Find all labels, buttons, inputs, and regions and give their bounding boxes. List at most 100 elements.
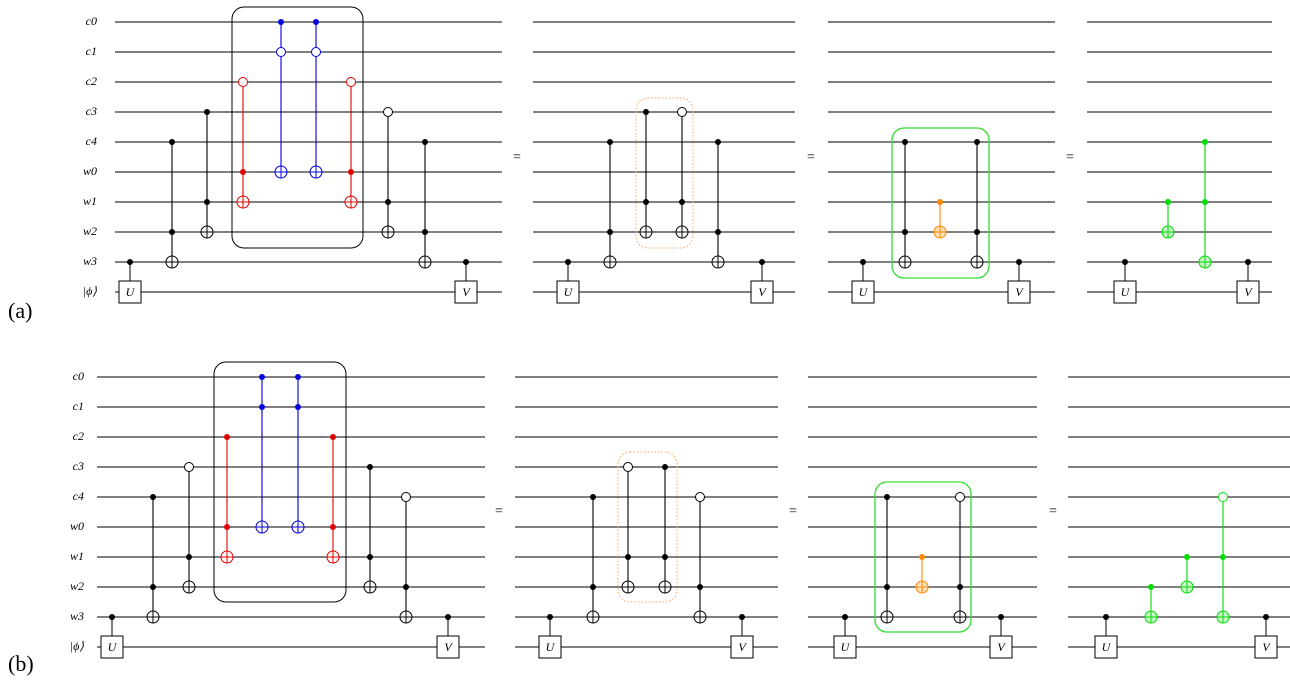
group-box bbox=[874, 481, 972, 633]
control-dot bbox=[278, 19, 284, 25]
control-dot bbox=[1016, 259, 1022, 265]
gate-box bbox=[100, 635, 124, 659]
control-dot bbox=[169, 139, 175, 145]
control-dot bbox=[1184, 554, 1190, 560]
wire-label: c3 bbox=[73, 459, 84, 473]
gate-label: V bbox=[462, 285, 471, 299]
gate-label: V bbox=[1244, 285, 1253, 299]
control-dot bbox=[445, 614, 451, 620]
control-dot bbox=[625, 554, 631, 560]
control-dot bbox=[367, 464, 373, 470]
control-dot bbox=[607, 139, 613, 145]
control-dot bbox=[204, 199, 210, 205]
wire-label: |ϕ⟩ bbox=[83, 284, 98, 298]
control-dot bbox=[1263, 614, 1269, 620]
open-control bbox=[238, 77, 248, 87]
gate-label: U bbox=[859, 285, 869, 299]
equals-sign: = bbox=[789, 504, 797, 519]
gate-box bbox=[730, 635, 754, 659]
control-dot bbox=[662, 464, 668, 470]
control-dot bbox=[109, 614, 115, 620]
open-control bbox=[623, 462, 633, 472]
wire-label: |ϕ⟩ bbox=[70, 639, 85, 653]
control-dot bbox=[313, 19, 319, 25]
control-dot bbox=[1103, 614, 1109, 620]
gate-box bbox=[1254, 635, 1278, 659]
control-dot bbox=[902, 139, 908, 145]
control-dot bbox=[150, 494, 156, 500]
control-dot bbox=[204, 109, 210, 115]
open-control bbox=[1218, 492, 1228, 502]
wire-label: c0 bbox=[86, 14, 97, 28]
gate-box bbox=[1236, 280, 1260, 304]
wire-label: w2 bbox=[83, 224, 97, 238]
control-dot bbox=[937, 199, 943, 205]
control-dot bbox=[590, 584, 596, 590]
control-dot bbox=[385, 199, 391, 205]
equals-sign: = bbox=[807, 150, 815, 165]
gate-label: V bbox=[738, 640, 747, 654]
control-dot bbox=[679, 199, 685, 205]
equals-sign: = bbox=[495, 504, 503, 519]
control-dot bbox=[643, 109, 649, 115]
control-dot bbox=[295, 404, 301, 410]
panel-label: (b) bbox=[8, 651, 34, 676]
wire-label: c0 bbox=[73, 369, 84, 383]
group-box bbox=[213, 361, 347, 603]
gate-label: V bbox=[758, 285, 767, 299]
panel-label: (a) bbox=[8, 298, 32, 323]
wire-label: w1 bbox=[70, 549, 84, 563]
control-dot bbox=[884, 584, 890, 590]
open-control bbox=[677, 107, 687, 117]
gate-box bbox=[851, 280, 875, 304]
open-control bbox=[401, 492, 411, 502]
control-dot bbox=[565, 259, 571, 265]
control-dot bbox=[1148, 584, 1154, 590]
gate-box bbox=[1094, 635, 1118, 659]
control-dot bbox=[697, 584, 703, 590]
gate-label: U bbox=[546, 640, 556, 654]
control-dot bbox=[842, 614, 848, 620]
control-dot bbox=[919, 554, 925, 560]
equals-sign: = bbox=[1049, 504, 1057, 519]
open-control bbox=[184, 462, 194, 472]
gate-box bbox=[538, 635, 562, 659]
control-dot bbox=[463, 259, 469, 265]
control-dot bbox=[127, 259, 133, 265]
gate-box bbox=[989, 635, 1013, 659]
equals-sign: = bbox=[513, 150, 521, 165]
control-dot bbox=[367, 554, 373, 560]
equals-sign: = bbox=[1066, 150, 1074, 165]
gate-label: U bbox=[1102, 640, 1112, 654]
control-dot bbox=[150, 584, 156, 590]
wire-label: w3 bbox=[83, 254, 97, 268]
wire-label: c4 bbox=[86, 134, 97, 148]
group-box bbox=[891, 127, 990, 279]
wire-label: c4 bbox=[73, 489, 84, 503]
control-dot bbox=[974, 139, 980, 145]
wire-label: c1 bbox=[73, 399, 84, 413]
gate-label: U bbox=[564, 285, 574, 299]
control-dot bbox=[1202, 139, 1208, 145]
group-box bbox=[635, 97, 694, 249]
control-dot bbox=[547, 614, 553, 620]
control-dot bbox=[1122, 259, 1128, 265]
control-dot bbox=[739, 614, 745, 620]
control-dot bbox=[224, 434, 230, 440]
control-dot bbox=[169, 229, 175, 235]
control-dot bbox=[295, 374, 301, 380]
open-control bbox=[383, 107, 393, 117]
wire-label: w2 bbox=[70, 579, 84, 593]
gate-box bbox=[750, 280, 774, 304]
control-dot bbox=[860, 259, 866, 265]
group-box bbox=[231, 6, 364, 249]
group-box bbox=[617, 451, 678, 603]
control-dot bbox=[957, 584, 963, 590]
gate-box bbox=[556, 280, 580, 304]
open-control bbox=[311, 47, 321, 57]
control-dot bbox=[1202, 199, 1208, 205]
control-dot bbox=[348, 169, 354, 175]
wire-label: c1 bbox=[86, 44, 97, 58]
gate-label: U bbox=[1121, 285, 1131, 299]
control-dot bbox=[1245, 259, 1251, 265]
